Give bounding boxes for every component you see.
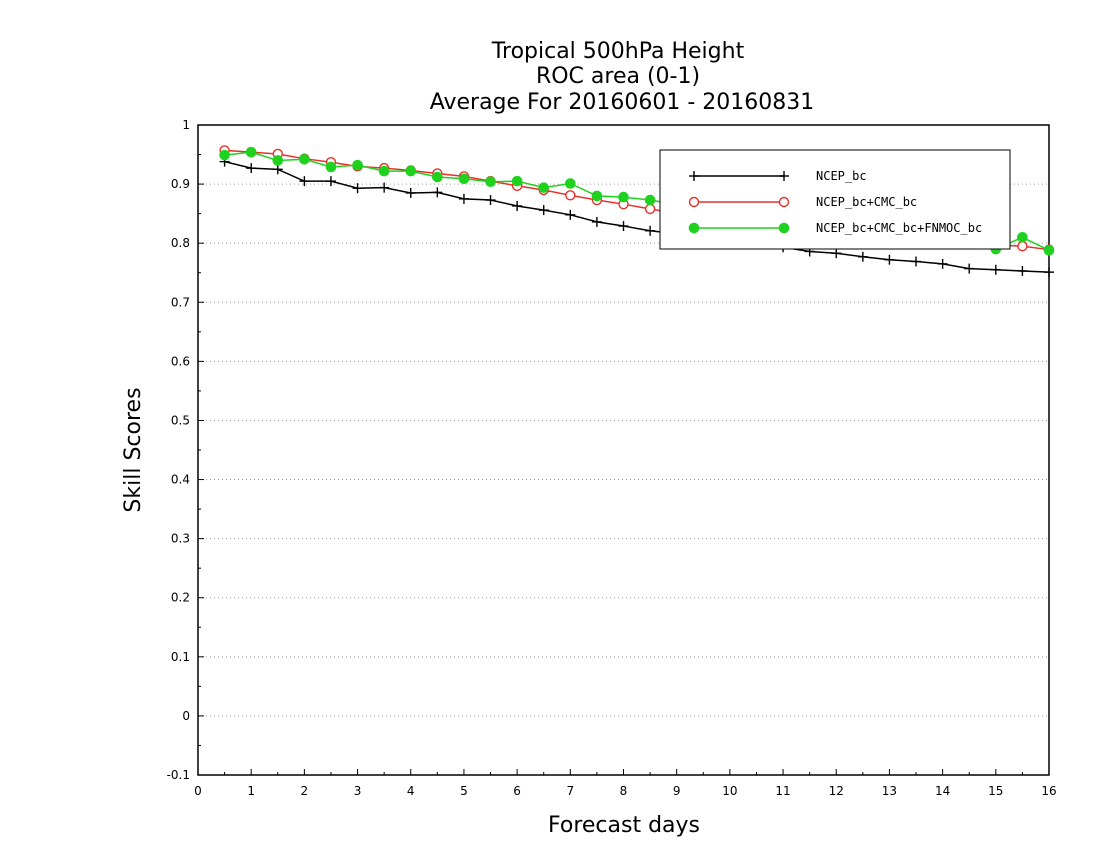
x-axis-title: Forecast days bbox=[548, 813, 700, 838]
x-tick-label: 6 bbox=[513, 784, 521, 798]
y-tick-label: 0.1 bbox=[171, 650, 190, 664]
legend-marker bbox=[688, 196, 700, 208]
y-tick-label: 0 bbox=[182, 709, 190, 723]
series-3-point bbox=[1043, 244, 1055, 256]
y-axis-title: Skill Scores bbox=[121, 387, 146, 512]
legend-entry: NCEP_bc bbox=[689, 169, 867, 183]
series-1-point bbox=[512, 200, 523, 211]
x-tick-label: 10 bbox=[722, 784, 737, 798]
series-3-point bbox=[299, 153, 310, 165]
series-3-point bbox=[325, 161, 337, 173]
y-tick-label: 0.6 bbox=[171, 354, 190, 368]
x-tick-label: 2 bbox=[301, 784, 309, 798]
series-1-point bbox=[299, 176, 310, 187]
y-tick-label: 0.4 bbox=[171, 473, 190, 487]
legend-label: NCEP_bc bbox=[816, 169, 867, 183]
series-3-point bbox=[644, 194, 656, 206]
series-1-point bbox=[964, 263, 975, 274]
legend-box bbox=[659, 149, 1011, 250]
series-1-point bbox=[538, 205, 549, 216]
legend-marker bbox=[689, 171, 699, 181]
series-1-point bbox=[565, 209, 576, 220]
x-tick-label: 12 bbox=[829, 784, 844, 798]
series-1-point bbox=[485, 195, 496, 206]
x-tick-label: 7 bbox=[566, 784, 574, 798]
series-3-point bbox=[458, 173, 470, 185]
y-tick-label: 1 bbox=[182, 118, 190, 132]
legend-label: NCEP_bc+CMC_bc bbox=[816, 195, 917, 209]
x-tick-label: 15 bbox=[988, 784, 1003, 798]
series-1-point bbox=[352, 183, 363, 194]
chart-title-line-1: Tropical 500hPa Height bbox=[491, 39, 745, 64]
series-1-point bbox=[272, 164, 283, 175]
x-tick-label: 13 bbox=[882, 784, 897, 798]
series-1-point bbox=[591, 216, 602, 227]
series-2-point bbox=[565, 190, 576, 201]
chart-title-line-2: ROC area (0-1) bbox=[536, 64, 700, 89]
series-1-point bbox=[857, 251, 868, 262]
legend-marker bbox=[779, 171, 789, 181]
series-1-point bbox=[405, 187, 416, 198]
series-1-point bbox=[884, 254, 895, 265]
legend-marker bbox=[688, 222, 700, 234]
y-tick-label: 0.7 bbox=[171, 295, 190, 309]
legend-marker bbox=[778, 222, 790, 234]
y-tick-label: 0.5 bbox=[171, 413, 190, 427]
series-1-point bbox=[911, 256, 922, 267]
x-tick-label: 1 bbox=[247, 784, 255, 798]
series-1 bbox=[219, 156, 1054, 278]
series-3-point bbox=[591, 190, 603, 202]
x-tick-label: 11 bbox=[775, 784, 790, 798]
series-3-point bbox=[618, 191, 629, 203]
legend-marker bbox=[778, 196, 790, 208]
x-tick-label: 3 bbox=[354, 784, 362, 798]
series-2-point bbox=[1017, 240, 1028, 252]
x-tick-label: 0 bbox=[194, 784, 202, 798]
series-1-point bbox=[645, 225, 656, 236]
series-3-point bbox=[352, 159, 363, 171]
series-1-point bbox=[618, 221, 629, 232]
series-3-point bbox=[565, 178, 576, 189]
series-1-point bbox=[1044, 267, 1054, 278]
series-2-point bbox=[644, 203, 656, 215]
series-3-point bbox=[405, 165, 417, 177]
series-3-point bbox=[432, 171, 443, 183]
series-3-point bbox=[378, 165, 390, 177]
chart-title-line-3: Average For 20160601 - 20160831 bbox=[430, 90, 815, 115]
y-tick-label: 0.8 bbox=[171, 236, 190, 250]
series-3-point bbox=[272, 155, 284, 166]
series-3-point bbox=[1017, 231, 1028, 243]
series-3-point bbox=[245, 146, 257, 158]
series-1-point bbox=[458, 193, 469, 204]
series-1-point bbox=[990, 264, 1001, 275]
series-3-point bbox=[511, 175, 523, 187]
series-1-point bbox=[1017, 265, 1028, 276]
series-1-point bbox=[246, 163, 257, 174]
series-1-point bbox=[432, 187, 443, 198]
series-1-point bbox=[379, 182, 390, 193]
legend-entry: NCEP_bc+CMC_bc bbox=[688, 195, 917, 209]
x-tick-label: 14 bbox=[935, 784, 950, 798]
x-tick-label: 16 bbox=[1041, 784, 1056, 798]
series-1-point bbox=[831, 248, 842, 259]
series-3-point bbox=[538, 182, 550, 193]
series-1-point bbox=[325, 176, 336, 187]
x-tick-label: 9 bbox=[673, 784, 681, 798]
y-tick-label: 0.9 bbox=[171, 177, 190, 191]
y-tick-label: 0.3 bbox=[171, 532, 190, 546]
y-tick-label: -0.1 bbox=[167, 768, 190, 782]
series-3-point bbox=[219, 149, 230, 161]
x-tick-label: 4 bbox=[407, 784, 415, 798]
y-tick-label: 0.2 bbox=[171, 591, 190, 605]
x-tick-label: 5 bbox=[460, 784, 468, 798]
legend-label: NCEP_bc+CMC_bc+FNMOC_bc bbox=[816, 221, 982, 235]
x-tick-label: 8 bbox=[620, 784, 628, 798]
legend-entry: NCEP_bc+CMC_bc+FNMOC_bc bbox=[688, 221, 982, 235]
series-1-point bbox=[937, 258, 948, 269]
series-3-point bbox=[485, 176, 496, 188]
